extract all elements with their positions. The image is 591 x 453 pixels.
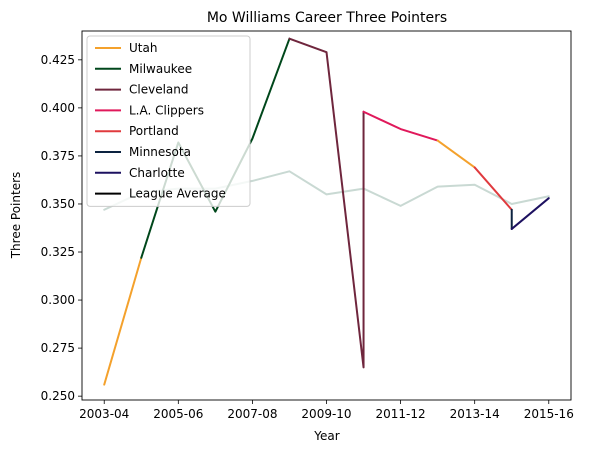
x-tick-label: 2005-06 [153, 407, 203, 421]
y-tick-label: 0.425 [41, 53, 75, 67]
y-tick-label: 0.350 [41, 197, 75, 211]
series-line-cleveland-2 [288, 37, 365, 369]
legend-label-l-a-clippers: L.A. Clippers [129, 103, 204, 117]
series-line-charlotte-7 [510, 197, 550, 230]
legend-box [86, 35, 251, 207]
x-tick-label: 2013-14 [450, 407, 500, 421]
x-tick-label: 2009-10 [301, 407, 351, 421]
x-tick-label: 2011-12 [376, 407, 426, 421]
y-tick-label: 0.275 [41, 341, 75, 355]
series-line-l-a-clippers-3 [362, 110, 439, 142]
legend-label-utah: Utah [129, 41, 157, 55]
chart-title: Mo Williams Career Three Pointers [207, 10, 447, 26]
x-axis: 2003-04 2005-06 2007-08 2009-10 2011-12 2013-… [79, 400, 574, 421]
x-tick-label: 2007-08 [227, 407, 277, 421]
y-tick-label: 0.300 [41, 293, 75, 307]
x-tick-label: 2003-04 [79, 407, 129, 421]
y-tick-label: 0.400 [41, 101, 75, 115]
legend-label-portland: Portland [129, 124, 179, 138]
legend: Utah Milwaukee Cleveland L.A. Clippers Portl… [86, 35, 251, 207]
y-axis-label: Three Pointers [9, 172, 23, 260]
series-line-utah-0 [103, 256, 143, 386]
series-line-portland-5 [473, 166, 513, 211]
legend-label-minnesota: Minnesota [129, 145, 191, 159]
legend-label-charlotte: Charlotte [129, 166, 185, 180]
y-tick-label: 0.250 [41, 389, 75, 403]
x-tick-label: 2015-16 [524, 407, 574, 421]
y-tick-label: 0.375 [41, 149, 75, 163]
legend-label-cleveland: Cleveland [129, 83, 189, 97]
series-line-utah-4 [436, 139, 476, 169]
x-axis-label: Year [313, 429, 339, 443]
legend-label-milwaukee: Milwaukee [129, 62, 192, 76]
y-tick-label: 0.325 [41, 245, 75, 259]
y-axis: 0.250 0.275 0.300 0.325 0.350 0.375 0.400 0.425 [41, 53, 82, 403]
legend-label-league-average: League Average [129, 187, 226, 201]
